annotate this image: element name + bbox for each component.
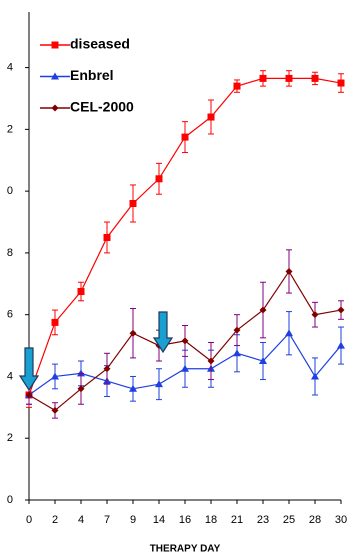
x-tick-label: 28 — [309, 514, 321, 526]
marker — [311, 372, 319, 380]
y-tick-label: 0 — [7, 494, 13, 506]
x-tick-label: 4 — [78, 514, 84, 526]
y-tick-label: 4 — [7, 62, 13, 74]
y-tick-label: 2 — [7, 432, 13, 444]
marker — [181, 337, 189, 345]
x-tick-label: 23 — [257, 514, 269, 526]
x-tick-label: 21 — [231, 514, 243, 526]
marker — [51, 41, 59, 49]
marker — [285, 267, 293, 275]
arrow — [18, 347, 40, 392]
x-tick-label: 2 — [52, 514, 58, 526]
marker — [207, 113, 215, 121]
y-tick-label: 2 — [7, 123, 13, 135]
x-tick-label: 9 — [130, 514, 136, 526]
marker — [25, 391, 33, 399]
x-tick-label: 18 — [205, 514, 217, 526]
x-tick-label: 7 — [104, 514, 110, 526]
marker — [51, 406, 59, 414]
marker — [285, 329, 293, 337]
marker — [129, 329, 137, 337]
arrow — [152, 311, 174, 354]
marker — [155, 380, 163, 388]
x-tick-label: 30 — [335, 514, 347, 526]
legend-label: Enbrel — [70, 67, 114, 83]
marker — [233, 326, 241, 334]
marker — [103, 233, 111, 241]
x-axis-title: THERAPY DAY — [150, 544, 221, 555]
x-tick-label: 0 — [26, 514, 32, 526]
marker — [311, 311, 319, 319]
marker — [181, 133, 189, 141]
x-tick-label: 25 — [283, 514, 295, 526]
legend-label: diseased — [70, 36, 130, 52]
y-tick-label: 4 — [7, 370, 13, 382]
arrows — [18, 311, 174, 392]
marker — [103, 365, 111, 373]
marker — [233, 82, 241, 90]
marker — [129, 199, 137, 207]
marker — [51, 104, 59, 112]
marker — [337, 306, 345, 314]
marker — [181, 364, 189, 372]
marker — [129, 384, 137, 392]
marker — [285, 74, 293, 82]
marker — [259, 74, 267, 82]
marker — [337, 341, 345, 349]
y-tick-label: 6 — [7, 309, 13, 321]
marker — [259, 306, 267, 314]
y-tick-label: 0 — [7, 185, 13, 197]
y-tick-label: 8 — [7, 247, 13, 259]
marker — [207, 357, 215, 365]
marker — [51, 318, 59, 326]
x-tick-label: 16 — [179, 514, 191, 526]
marker — [155, 175, 163, 183]
marker — [51, 72, 59, 80]
marker — [311, 74, 319, 82]
marker — [51, 372, 59, 380]
x-tick-label: 14 — [153, 514, 165, 526]
marker — [77, 385, 85, 393]
marker — [233, 349, 241, 357]
legend-label: CEL-2000 — [70, 99, 134, 115]
marker — [337, 79, 345, 87]
marker — [77, 288, 85, 296]
marker — [259, 357, 267, 365]
